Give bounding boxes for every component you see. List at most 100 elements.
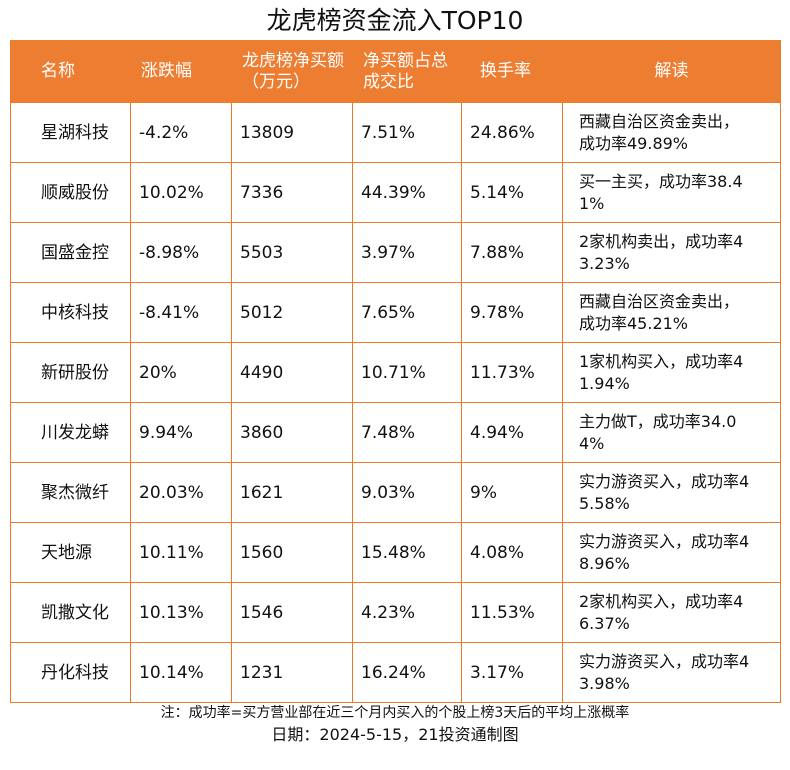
- cell-net-buy: 1231: [231, 642, 353, 703]
- cell-text: 实力游资买入，成功率43.98%: [579, 651, 750, 693]
- cell-text: 5.14%: [470, 182, 525, 203]
- cell-text: 1560: [240, 542, 284, 563]
- data-table: 名称 涨跌幅 龙虎榜净买额（万元） 净买额占总成交比 换手率 解读 星湖科技 -4.2% 13…: [10, 40, 781, 703]
- cell-text: 3.17%: [470, 662, 525, 683]
- header-net-buy-ratio: 净买额占总成交比: [352, 40, 462, 103]
- cell-net-buy: 7336: [231, 162, 353, 223]
- page-title: 龙虎榜资金流入TOP10: [266, 6, 524, 35]
- cell-text: 10.14%: [139, 662, 204, 683]
- table-row: 中核科技 -8.41% 5012 7.65% 9.78% 西藏自治区资金卖出，成功率45.…: [10, 282, 781, 343]
- cell-change: -4.2%: [130, 102, 232, 163]
- cell-interpretation: 1家机构买入，成功率41.94%: [562, 342, 781, 403]
- cell-change: 10.14%: [130, 642, 232, 703]
- cell-text: 国盛金控: [41, 242, 109, 263]
- cell-text: 星湖科技: [41, 122, 109, 143]
- cell-interpretation: 买一主买，成功率38.41%: [562, 162, 781, 223]
- cell-text: 3860: [240, 422, 284, 443]
- cell-text: -8.41%: [139, 302, 200, 323]
- cell-net-buy: 3860: [231, 402, 353, 463]
- cell-text: 凯撒文化: [41, 602, 109, 623]
- cell-change: 20%: [130, 342, 232, 403]
- cell-turnover: 9%: [461, 462, 563, 523]
- header-label: 涨跌幅: [141, 61, 192, 81]
- table-row: 新研股份 20% 4490 10.71% 11.73% 1家机构买入，成功率41.94%: [10, 342, 781, 403]
- cell-text: 1621: [240, 482, 284, 503]
- table-row: 聚杰微纤 20.03% 1621 9.03% 9% 实力游资买入，成功率45.58%: [10, 462, 781, 523]
- cell-text: 20%: [139, 362, 177, 383]
- cell-text: 新研股份: [41, 362, 109, 383]
- cell-name: 聚杰微纤: [10, 462, 131, 523]
- cell-text: 主力做T，成功率34.04%: [579, 411, 737, 453]
- cell-net-buy: 1621: [231, 462, 353, 523]
- cell-interpretation: 西藏自治区资金卖出，成功率49.89%: [562, 102, 781, 163]
- cell-name: 中核科技: [10, 282, 131, 343]
- cell-change: -8.98%: [130, 222, 232, 283]
- table-row: 顺威股份 10.02% 7336 44.39% 5.14% 买一主买，成功率38.41%: [10, 162, 781, 223]
- table-row: 国盛金控 -8.98% 5503 3.97% 7.88% 2家机构卖出，成功率43.23%: [10, 222, 781, 283]
- table-header-row: 名称 涨跌幅 龙虎榜净买额（万元） 净买额占总成交比 换手率 解读: [10, 40, 781, 103]
- header-name: 名称: [10, 40, 131, 103]
- cell-turnover: 3.17%: [461, 642, 563, 703]
- header-label: 龙虎榜净买额（万元）: [242, 50, 344, 92]
- cell-text: 4.23%: [361, 602, 416, 623]
- cell-net-buy: 5012: [231, 282, 353, 343]
- cell-text: 川发龙蟒: [41, 422, 109, 443]
- footer-date: 日期：2024-5-15，21投资通制图: [271, 725, 519, 744]
- cell-text: 2家机构卖出，成功率43.23%: [579, 231, 744, 273]
- cell-turnover: 7.88%: [461, 222, 563, 283]
- table-body: 星湖科技 -4.2% 13809 7.51% 24.86% 西藏自治区资金卖出，成功率49…: [10, 102, 781, 703]
- cell-interpretation: 实力游资买入，成功率48.96%: [562, 522, 781, 583]
- cell-change: 10.13%: [130, 582, 232, 643]
- header-net-buy: 龙虎榜净买额（万元）: [231, 40, 353, 103]
- footer-note: 注：成功率=买方营业部在近三个月内买入的个股上榜3天后的平均上涨概率: [160, 705, 630, 721]
- cell-turnover: 5.14%: [461, 162, 563, 223]
- cell-change: -8.41%: [130, 282, 232, 343]
- cell-text: 天地源: [41, 542, 92, 563]
- cell-text: 7336: [240, 182, 284, 203]
- cell-net-buy: 5503: [231, 222, 353, 283]
- table-row: 天地源 10.11% 1560 15.48% 4.08% 实力游资买入，成功率48.96%: [10, 522, 781, 583]
- cell-text: 10.11%: [139, 542, 204, 563]
- cell-text: 西藏自治区资金卖出，成功率45.21%: [579, 291, 740, 333]
- cell-net-buy-ratio: 3.97%: [352, 222, 462, 283]
- cell-text: 7.65%: [361, 302, 416, 323]
- cell-net-buy-ratio: 44.39%: [352, 162, 462, 223]
- cell-text: 24.86%: [470, 122, 535, 143]
- cell-net-buy: 1560: [231, 522, 353, 583]
- cell-text: 1546: [240, 602, 284, 623]
- cell-change: 20.03%: [130, 462, 232, 523]
- cell-text: 10.13%: [139, 602, 204, 623]
- table-row: 凯撒文化 10.13% 1546 4.23% 11.53% 2家机构买入，成功率46.37…: [10, 582, 781, 643]
- cell-text: 7.51%: [361, 122, 416, 143]
- cell-text: 16.24%: [361, 662, 426, 683]
- cell-name: 国盛金控: [10, 222, 131, 283]
- cell-turnover: 4.08%: [461, 522, 563, 583]
- cell-interpretation: 2家机构买入，成功率46.37%: [562, 582, 781, 643]
- cell-text: 13809: [240, 122, 295, 143]
- table-row: 丹化科技 10.14% 1231 16.24% 3.17% 实力游资买入，成功率43.98…: [10, 642, 781, 703]
- cell-name: 凯撒文化: [10, 582, 131, 643]
- cell-text: 7.48%: [361, 422, 416, 443]
- cell-text: 西藏自治区资金卖出，成功率49.89%: [579, 111, 740, 153]
- cell-text: 1家机构买入，成功率41.94%: [579, 351, 744, 393]
- cell-text: 4.94%: [470, 422, 525, 443]
- cell-change: 10.02%: [130, 162, 232, 223]
- cell-text: 20.03%: [139, 482, 204, 503]
- cell-net-buy-ratio: 16.24%: [352, 642, 462, 703]
- cell-text: 7.88%: [470, 242, 525, 263]
- cell-turnover: 11.53%: [461, 582, 563, 643]
- cell-text: 15.48%: [361, 542, 426, 563]
- cell-net-buy-ratio: 10.71%: [352, 342, 462, 403]
- cell-text: 11.53%: [470, 602, 535, 623]
- cell-interpretation: 实力游资买入，成功率45.58%: [562, 462, 781, 523]
- cell-text: 10.71%: [361, 362, 426, 383]
- cell-net-buy-ratio: 4.23%: [352, 582, 462, 643]
- cell-turnover: 11.73%: [461, 342, 563, 403]
- cell-text: 11.73%: [470, 362, 535, 383]
- cell-text: 5503: [240, 242, 284, 263]
- table-row: 星湖科技 -4.2% 13809 7.51% 24.86% 西藏自治区资金卖出，成功率49…: [10, 102, 781, 163]
- cell-text: 9.03%: [361, 482, 416, 503]
- cell-text: -8.98%: [139, 242, 200, 263]
- cell-text: 9.78%: [470, 302, 525, 323]
- cell-text: 9.94%: [139, 422, 194, 443]
